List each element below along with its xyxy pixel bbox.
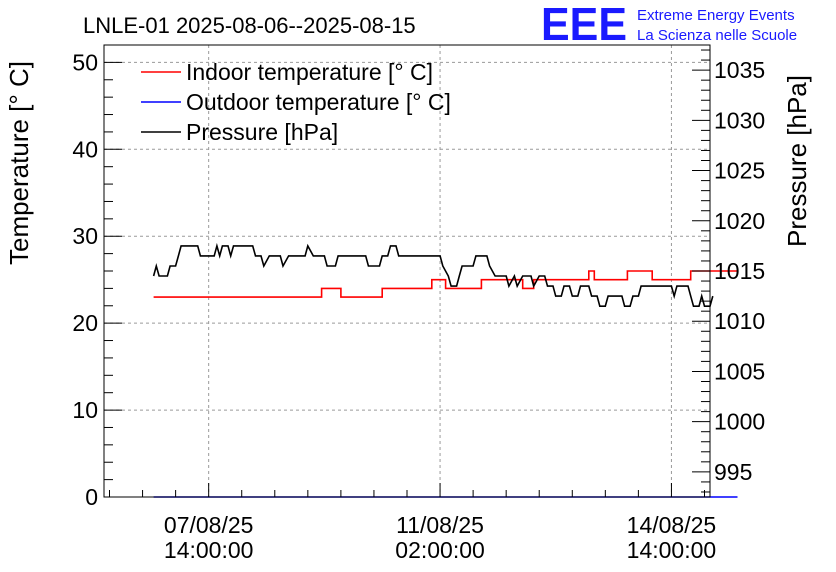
legend-label: Indoor temperature [° C] <box>186 59 433 85</box>
eee-logo-line2: La Scienza nelle Scuole <box>637 27 797 44</box>
series-line <box>152 242 714 308</box>
y-left-tick-label: 0 <box>85 484 98 510</box>
x-tick-label-time: 14:00:00 <box>627 537 717 563</box>
y-right-tick-label: 1005 <box>714 358 765 384</box>
y-left-tick-label: 40 <box>72 136 98 162</box>
y-left-tick-label: 50 <box>72 49 98 75</box>
y-right-tick-label: 1030 <box>714 107 765 133</box>
legend: Indoor temperature [° C] Outdoor temperat… <box>141 59 451 145</box>
y-axis-right: 995 1000 1005 1010 1015 1020 1025 1030 1035 <box>692 49 765 493</box>
y-axis-left: 0 10 20 30 40 50 <box>72 44 122 510</box>
eee-logo: EEE Extreme Energy Events La Scienza nel… <box>541 0 797 50</box>
y-left-tick-label: 10 <box>72 397 98 423</box>
y-left-tick-label: 30 <box>72 223 98 249</box>
y-left-tick-label: 20 <box>72 310 98 336</box>
x-tick-label-time: 02:00:00 <box>395 537 485 563</box>
y-axis-left-label: Temperature [° C] <box>4 61 34 265</box>
x-tick-label-time: 14:00:00 <box>164 537 254 563</box>
y-right-tick-label: 1015 <box>714 258 765 284</box>
chart-title: LNLE-01 2025-08-06--2025-08-15 <box>83 13 416 38</box>
x-axis: 07/08/2514:00:0011/08/2502:00:0014/08/25… <box>109 483 717 563</box>
x-tick-label-date: 14/08/25 <box>627 512 717 538</box>
series-line <box>153 270 738 298</box>
x-tick-label-date: 11/08/25 <box>396 512 484 538</box>
x-tick-label-date: 07/08/25 <box>164 512 254 538</box>
eee-logo-line1: Extreme Energy Events <box>637 7 795 24</box>
y-right-tick-label: 995 <box>714 459 752 485</box>
y-right-tick-label: 1035 <box>714 57 765 83</box>
legend-label: Outdoor temperature [° C] <box>186 89 451 115</box>
y-right-tick-label: 1020 <box>714 208 765 234</box>
legend-label: Pressure [hPa] <box>186 119 338 145</box>
y-right-tick-label: 1025 <box>714 158 765 184</box>
y-axis-right-label: Pressure [hPa] <box>782 75 812 247</box>
eee-logo-mark: EEE <box>541 0 627 50</box>
y-right-tick-label: 1000 <box>714 409 765 435</box>
y-right-tick-label: 1010 <box>714 308 765 334</box>
series-layer <box>152 242 738 498</box>
